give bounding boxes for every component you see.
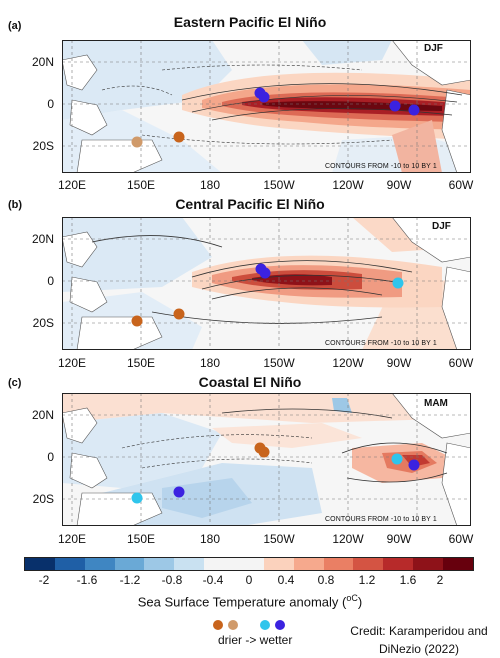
panel-a-contours-note: CONTOURS FROM -10 to 10 BY 1 bbox=[325, 163, 437, 170]
panel-b-title: Central Pacific El Niño bbox=[175, 196, 325, 212]
panel-a-lat-0: 0 bbox=[47, 97, 54, 111]
panel-c-lat-0: 0 bbox=[47, 450, 54, 464]
dot-c-6 bbox=[131, 492, 143, 504]
panel-a-season: DJF bbox=[424, 43, 443, 54]
colorbar-title-end: ) bbox=[357, 594, 363, 610]
colorbar-swatch bbox=[84, 558, 115, 570]
panel-c-lon-180: 180 bbox=[199, 532, 221, 546]
panel-c-lon-150e: 150E bbox=[126, 532, 156, 546]
panel-b-map bbox=[62, 217, 471, 350]
dot-a-3 bbox=[389, 100, 401, 112]
panel-b-lat-0: 0 bbox=[47, 274, 54, 288]
colorbar-label: 0 bbox=[245, 573, 253, 587]
panel-b-lon-180: 180 bbox=[199, 356, 221, 370]
panel-a-lon-150w: 150W bbox=[263, 178, 295, 192]
colorbar-swatch bbox=[383, 558, 414, 570]
panel-a-lon-150e: 150E bbox=[126, 178, 156, 192]
panel-b-lon-150w: 150W bbox=[263, 356, 295, 370]
colorbar-title: Sea Surface Temperature anomaly (oC) bbox=[0, 593, 500, 609]
panel-a-lon-180: 180 bbox=[199, 178, 221, 192]
colorbar-swatch bbox=[353, 558, 384, 570]
panel-c-contours-note: CONTOURS FROM -10 to 10 BY 1 bbox=[325, 516, 437, 523]
colorbar-swatch bbox=[25, 558, 55, 570]
colorbar-swatch bbox=[174, 558, 205, 570]
dot-c-4 bbox=[408, 459, 420, 471]
panel-b-lat-20n: 20N bbox=[31, 232, 54, 246]
legend-text: drier -> wetter bbox=[218, 633, 293, 647]
colorbar-swatch bbox=[263, 558, 294, 570]
legend-dot-drier-light bbox=[228, 620, 238, 630]
panel-a-title: Eastern Pacific El Niño bbox=[173, 14, 327, 30]
panel-b-lon-150e: 150E bbox=[126, 356, 156, 370]
panel-c-lon-60w: 60W bbox=[448, 532, 474, 546]
colorbar-swatch bbox=[204, 558, 235, 570]
panel-b-lon-120e: 120E bbox=[57, 356, 87, 370]
panel-c-lon-120w: 120W bbox=[332, 532, 364, 546]
credit-line-2: DiNezio (2022) bbox=[378, 642, 460, 656]
panel-c-lon-120e: 120E bbox=[57, 532, 87, 546]
colorbar-unit: oC bbox=[346, 593, 358, 603]
colorbar-swatch bbox=[54, 558, 85, 570]
dot-c-2 bbox=[258, 446, 270, 458]
panel-a-lat-20s: 20S bbox=[32, 139, 54, 153]
colorbar-label: -2 bbox=[38, 573, 50, 587]
colorbar-swatch bbox=[443, 558, 473, 570]
colorbar-title-text: Sea Surface Temperature anomaly ( bbox=[137, 594, 347, 610]
panel-c-season: MAM bbox=[424, 398, 448, 409]
panel-b-lon-90w: 90W bbox=[386, 356, 412, 370]
panel-b-lon-60w: 60W bbox=[448, 356, 474, 370]
panel-c-title: Coastal El Niño bbox=[198, 374, 302, 390]
panel-a-map bbox=[62, 40, 471, 173]
dot-a-4 bbox=[408, 104, 420, 116]
dot-b-3 bbox=[392, 277, 404, 289]
colorbar-label: 2 bbox=[436, 573, 444, 587]
legend-dot-wetter-light bbox=[260, 620, 270, 630]
panel-c-letter: (c) bbox=[8, 377, 22, 389]
panel-b-letter: (b) bbox=[8, 199, 23, 211]
colorbar-label: -1.6 bbox=[76, 573, 98, 587]
credit: Credit: Karamperidou and DiNezio (2022) bbox=[339, 622, 499, 658]
dot-b-2 bbox=[259, 267, 271, 279]
panel-a-lon-120w: 120W bbox=[332, 178, 364, 192]
legend-dot-drier bbox=[213, 620, 223, 630]
dot-a-5 bbox=[173, 131, 185, 143]
panel-c-map bbox=[62, 393, 471, 526]
legend-dot-wetter bbox=[275, 620, 285, 630]
dot-c-5 bbox=[173, 486, 185, 498]
colorbar-label: -0.4 bbox=[202, 573, 224, 587]
panel-c-lon-90w: 90W bbox=[386, 532, 412, 546]
colorbar-label: -0.8 bbox=[161, 573, 183, 587]
panel-b-contours-note: CONTOURS FROM -10 to 10 BY 1 bbox=[325, 340, 437, 347]
dot-b-5 bbox=[131, 315, 143, 327]
colorbar bbox=[24, 557, 474, 571]
credit-line-1: Credit: Karamperidou and bbox=[350, 624, 488, 638]
colorbar-label: 0.4 bbox=[277, 573, 295, 587]
colorbar-swatch bbox=[413, 558, 444, 570]
colorbar-label: 1.2 bbox=[358, 573, 376, 587]
dot-a-2 bbox=[258, 91, 270, 103]
panel-a-lon-90w: 90W bbox=[386, 178, 412, 192]
panel-c-lon-150w: 150W bbox=[263, 532, 295, 546]
panel-b-lon-120w: 120W bbox=[332, 356, 364, 370]
colorbar-swatch bbox=[323, 558, 354, 570]
panel-a-lon-60w: 60W bbox=[448, 178, 474, 192]
dot-a-6 bbox=[131, 136, 143, 148]
panel-a-letter: (a) bbox=[8, 20, 22, 32]
panel-b-season: DJF bbox=[432, 221, 451, 232]
panel-c-lat-20s: 20S bbox=[32, 492, 54, 506]
dot-b-4 bbox=[173, 308, 185, 320]
panel-a-lon-120e: 120E bbox=[57, 178, 87, 192]
panel-b-lat-20s: 20S bbox=[32, 316, 54, 330]
panel-a-lat-20n: 20N bbox=[31, 55, 54, 69]
colorbar-label: -1.2 bbox=[119, 573, 141, 587]
panel-c-lat-20n: 20N bbox=[31, 408, 54, 422]
colorbar-swatch bbox=[293, 558, 324, 570]
colorbar-swatch bbox=[144, 558, 175, 570]
dot-c-3 bbox=[391, 453, 403, 465]
colorbar-label: 1.6 bbox=[399, 573, 417, 587]
colorbar-swatch bbox=[234, 558, 264, 570]
colorbar-swatch bbox=[114, 558, 145, 570]
colorbar-label: 0.8 bbox=[317, 573, 335, 587]
